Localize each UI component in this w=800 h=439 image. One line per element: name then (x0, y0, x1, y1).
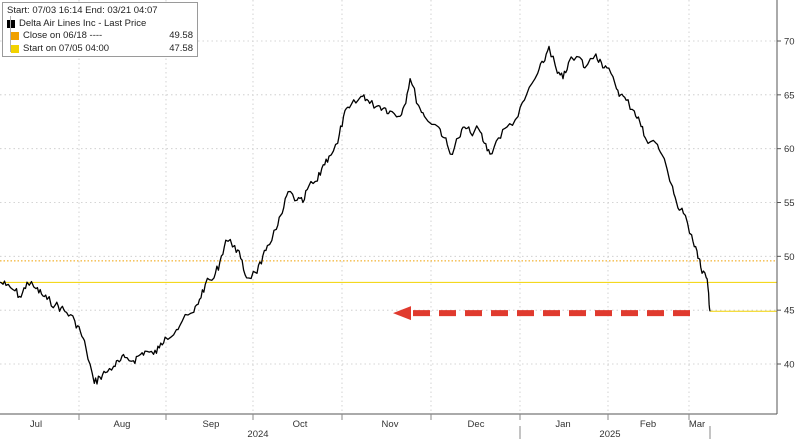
legend-tree-line (10, 16, 13, 52)
legend-label-close: Close on 06/18 ---- (23, 30, 103, 41)
x-tick-label-mar: Mar (689, 419, 705, 430)
y-tick-label-65: 65 (784, 90, 795, 101)
year-label-2024: 2024 (247, 429, 268, 439)
legend-value-start: 47.58 (169, 42, 193, 54)
y-tick-label-70: 70 (784, 37, 795, 48)
y-tick-label-50: 50 (784, 252, 795, 263)
legend-swatch-start (11, 44, 19, 53)
axes (0, 0, 778, 415)
year-label-2025: 2025 (599, 429, 620, 439)
legend-swatch-price (7, 19, 15, 28)
legend-value-close: 49.58 (169, 30, 193, 41)
x-axis-ticks: Jul Aug Sep Oct Nov Dec Jan Feb Mar 2024 2025 (30, 414, 711, 439)
legend-header: Start: 07/03 16:14 End: 03/21 04:07 (7, 5, 193, 18)
grid-lines (0, 0, 777, 414)
x-tick-label-dec: Dec (468, 419, 485, 430)
price-series-line (0, 45, 711, 385)
legend-label-start: Start on 07/05 04:00 (23, 42, 110, 54)
legend-item-close: Close on 06/18 ---- 49.58 (7, 30, 193, 43)
x-tick-label-jul: Jul (30, 419, 42, 430)
y-tick-label-55: 55 (784, 198, 795, 209)
legend-label-price: Delta Air Lines Inc - Last Price (19, 17, 147, 29)
x-tick-label-oct: Oct (293, 419, 308, 430)
reference-lines (0, 260, 777, 312)
x-tick-label-feb: Feb (640, 419, 656, 430)
x-tick-label-nov: Nov (382, 419, 399, 430)
legend-header-text: Start: 07/03 16:14 End: 03/21 04:07 (7, 5, 158, 16)
y-tick-label-60: 60 (784, 144, 795, 155)
series-layer (0, 45, 711, 385)
x-tick-label-aug: Aug (114, 419, 131, 430)
legend-item-start: Start on 07/05 04:00 47.58 (7, 43, 193, 56)
y-tick-label-40: 40 (784, 360, 795, 371)
annotation-layer (393, 306, 690, 321)
legend-item-price: Delta Air Lines Inc - Last Price (7, 18, 193, 31)
annotation-arrow-head (393, 306, 411, 321)
x-tick-label-jan: Jan (555, 419, 570, 430)
x-tick-label-sep: Sep (203, 419, 220, 430)
legend: Start: 07/03 16:14 End: 03/21 04:07 Delt… (2, 2, 198, 57)
y-tick-label-45: 45 (784, 306, 795, 317)
legend-swatch-close (11, 32, 19, 41)
y-axis-ticks: 40 45 50 55 60 65 70 (777, 37, 795, 371)
